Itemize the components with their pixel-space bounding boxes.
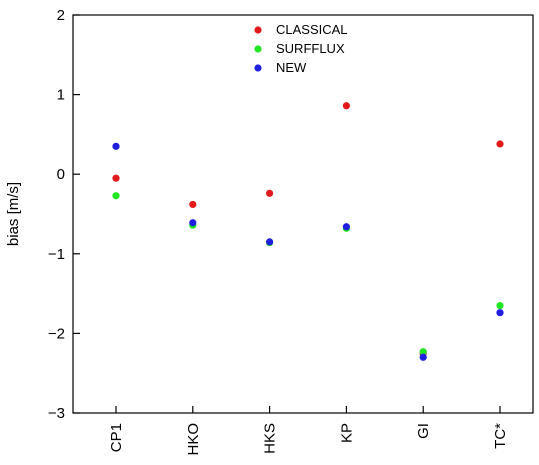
ticks: 2 1 0 −1 −2 −3 CP1 HKO HKS KP GI TC*: [48, 7, 509, 456]
point-new-gi: [419, 353, 427, 361]
plot-frame: [72, 14, 534, 414]
legend: CLASSICAL SURFFLUX NEW: [254, 22, 348, 75]
y-tick-label: 0: [57, 166, 65, 183]
legend-label-classical: CLASSICAL: [276, 22, 348, 37]
point-surfflux-cp1: [112, 192, 120, 200]
x-tick-label-gi: GI: [415, 423, 432, 439]
legend-label-surfflux: SURFFLUX: [276, 41, 345, 56]
y-tick-label: 2: [57, 7, 65, 24]
legend-label-new: NEW: [276, 60, 307, 75]
legend-marker-new: [254, 64, 262, 72]
x-tick-label-kp: KP: [338, 423, 355, 443]
point-new-hks: [266, 238, 274, 246]
point-classical-cp1: [112, 174, 120, 182]
point-surfflux-gi: [419, 348, 427, 356]
x-tick-label-hko: HKO: [185, 423, 202, 456]
point-classical-tc: [496, 140, 504, 148]
y-tick-label: −1: [48, 246, 65, 263]
y-tick-label: 1: [57, 87, 65, 104]
x-tick-label-tc: TC*: [492, 423, 509, 449]
point-new-hko: [189, 219, 197, 227]
point-new-cp1: [112, 142, 120, 150]
point-new-kp: [342, 223, 350, 231]
legend-marker-surfflux: [254, 45, 262, 53]
point-new-tc: [496, 309, 504, 317]
point-classical-kp: [342, 102, 350, 110]
y-tick-label: −2: [48, 325, 65, 342]
point-surfflux-tc: [496, 301, 504, 310]
data-points: [112, 102, 504, 361]
y-axis-title: bias [m/s]: [5, 182, 22, 246]
y-tick-label: −3: [48, 405, 65, 422]
point-classical-hks: [266, 189, 274, 197]
x-tick-label-hks: HKS: [262, 423, 279, 454]
x-tick-label-cp1: CP1: [108, 423, 125, 452]
legend-marker-classical: [254, 26, 262, 34]
point-classical-hko: [189, 200, 197, 209]
axes: [72, 14, 534, 414]
